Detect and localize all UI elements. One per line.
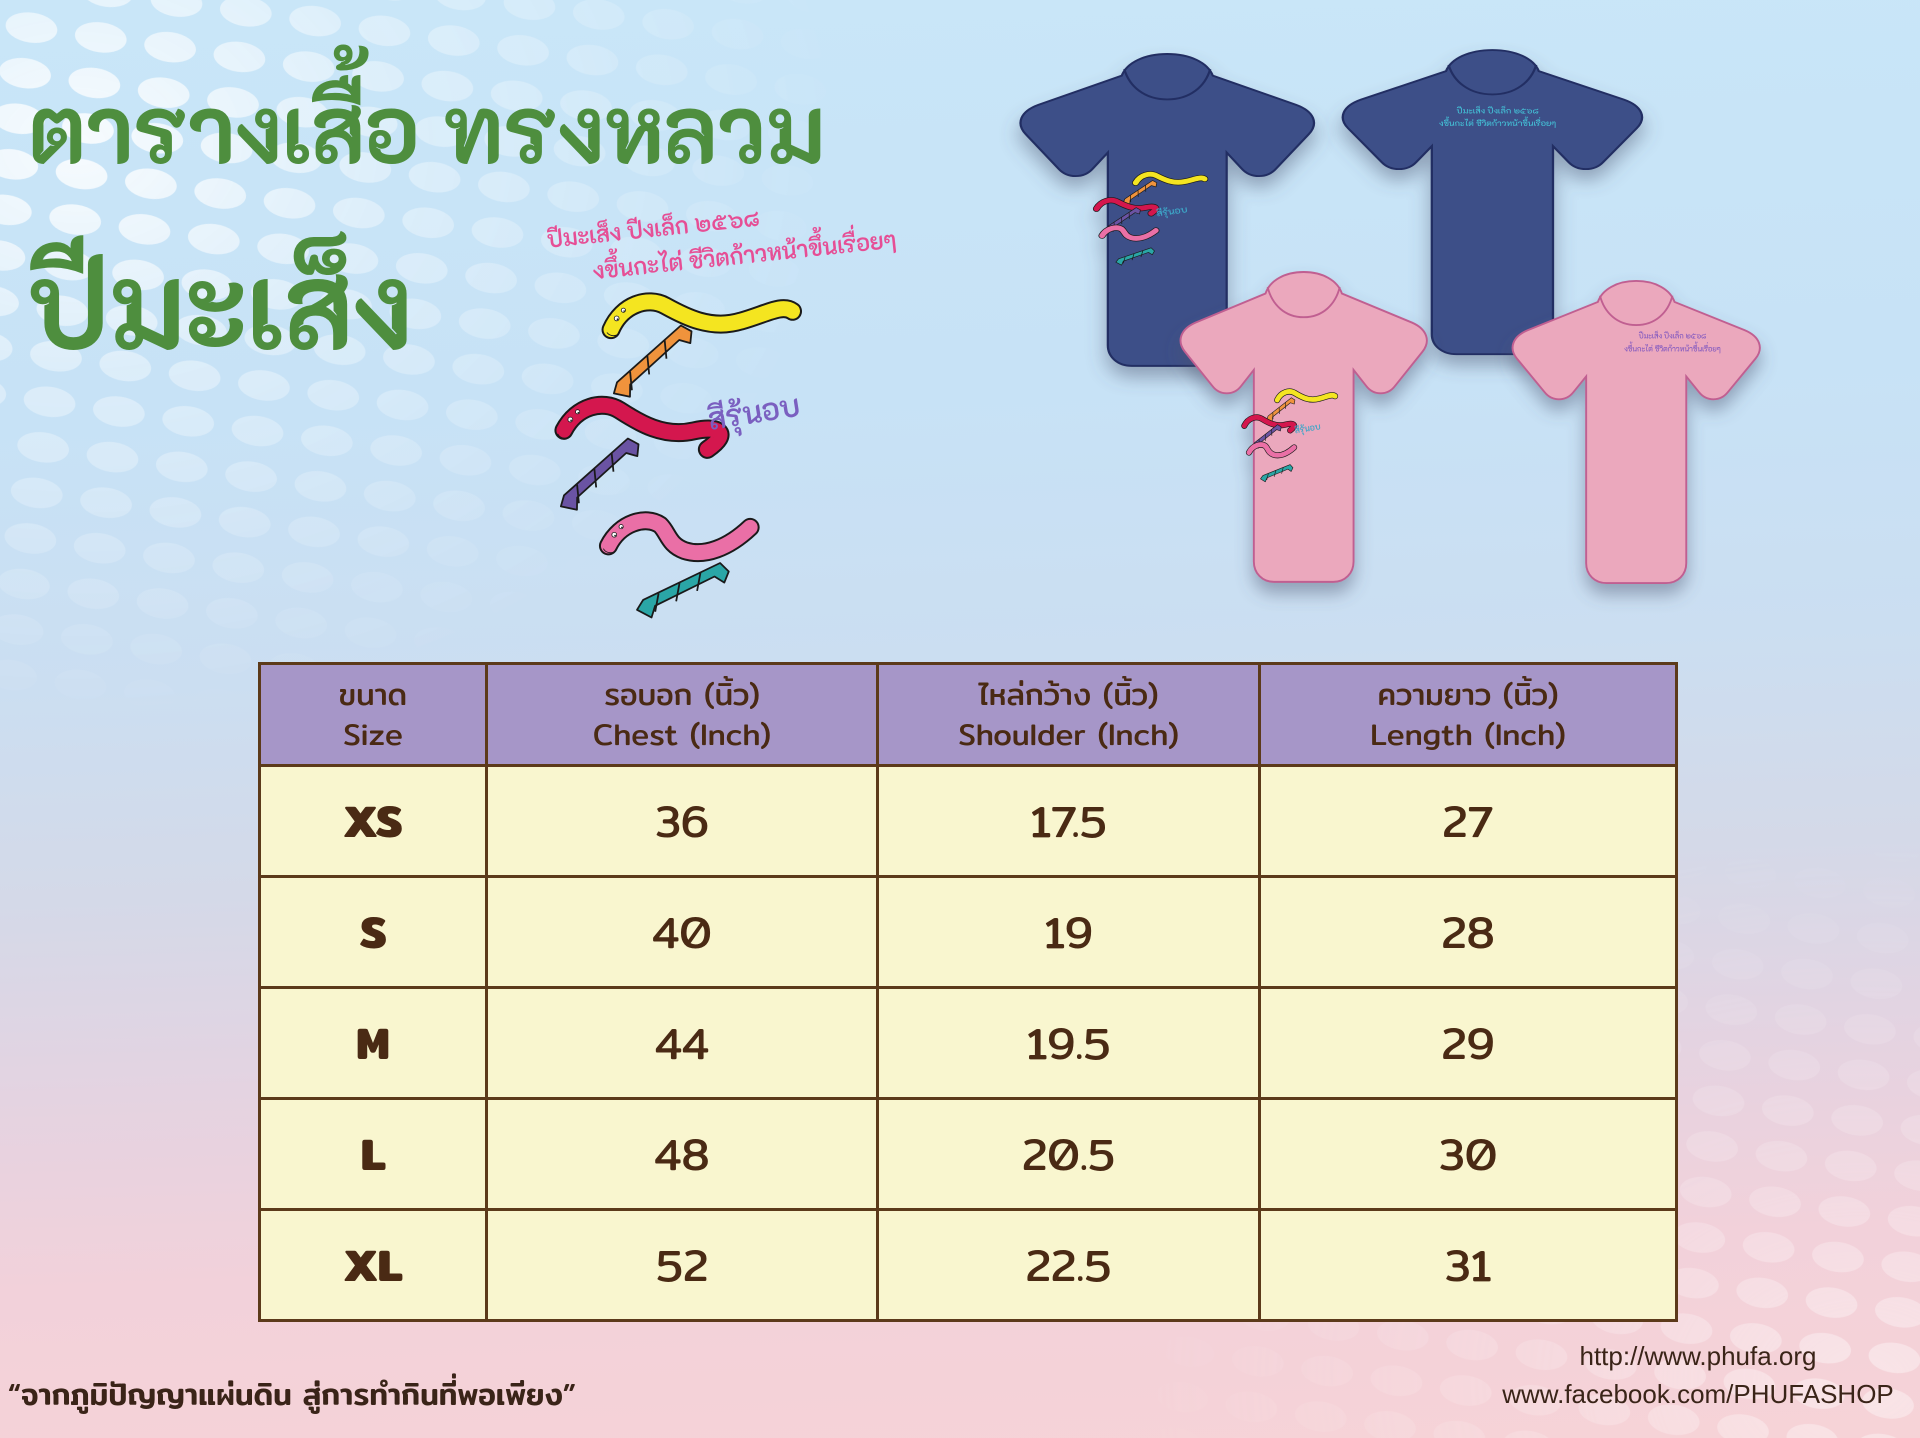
svg-text:งขึ้นกะไต่ ชีวิตก้าวหน้าขึ้นเร: งขึ้นกะไต่ ชีวิตก้าวหน้าขึ้นเรื่อยๆ [1624,341,1721,353]
svg-text:งขึ้นกะไต่ ชีวิตก้าวหน้าขึ้นเร: งขึ้นกะไต่ ชีวิตก้าวหน้าขึ้นเรื่อยๆ [1439,117,1556,129]
svg-text:สีรุ้นอบ: สีรุ้นอบ [705,385,803,441]
svg-text:ปีมะเส็ง ปีงเล็ก ๒๕๖๘: ปีมะเส็ง ปีงเล็ก ๒๕๖๘ [1456,105,1539,116]
svg-text:ปีมะเส็ง ปีงเล็ก ๒๕๖๘: ปีมะเส็ง ปีงเล็ก ๒๕๖๘ [1639,330,1707,341]
